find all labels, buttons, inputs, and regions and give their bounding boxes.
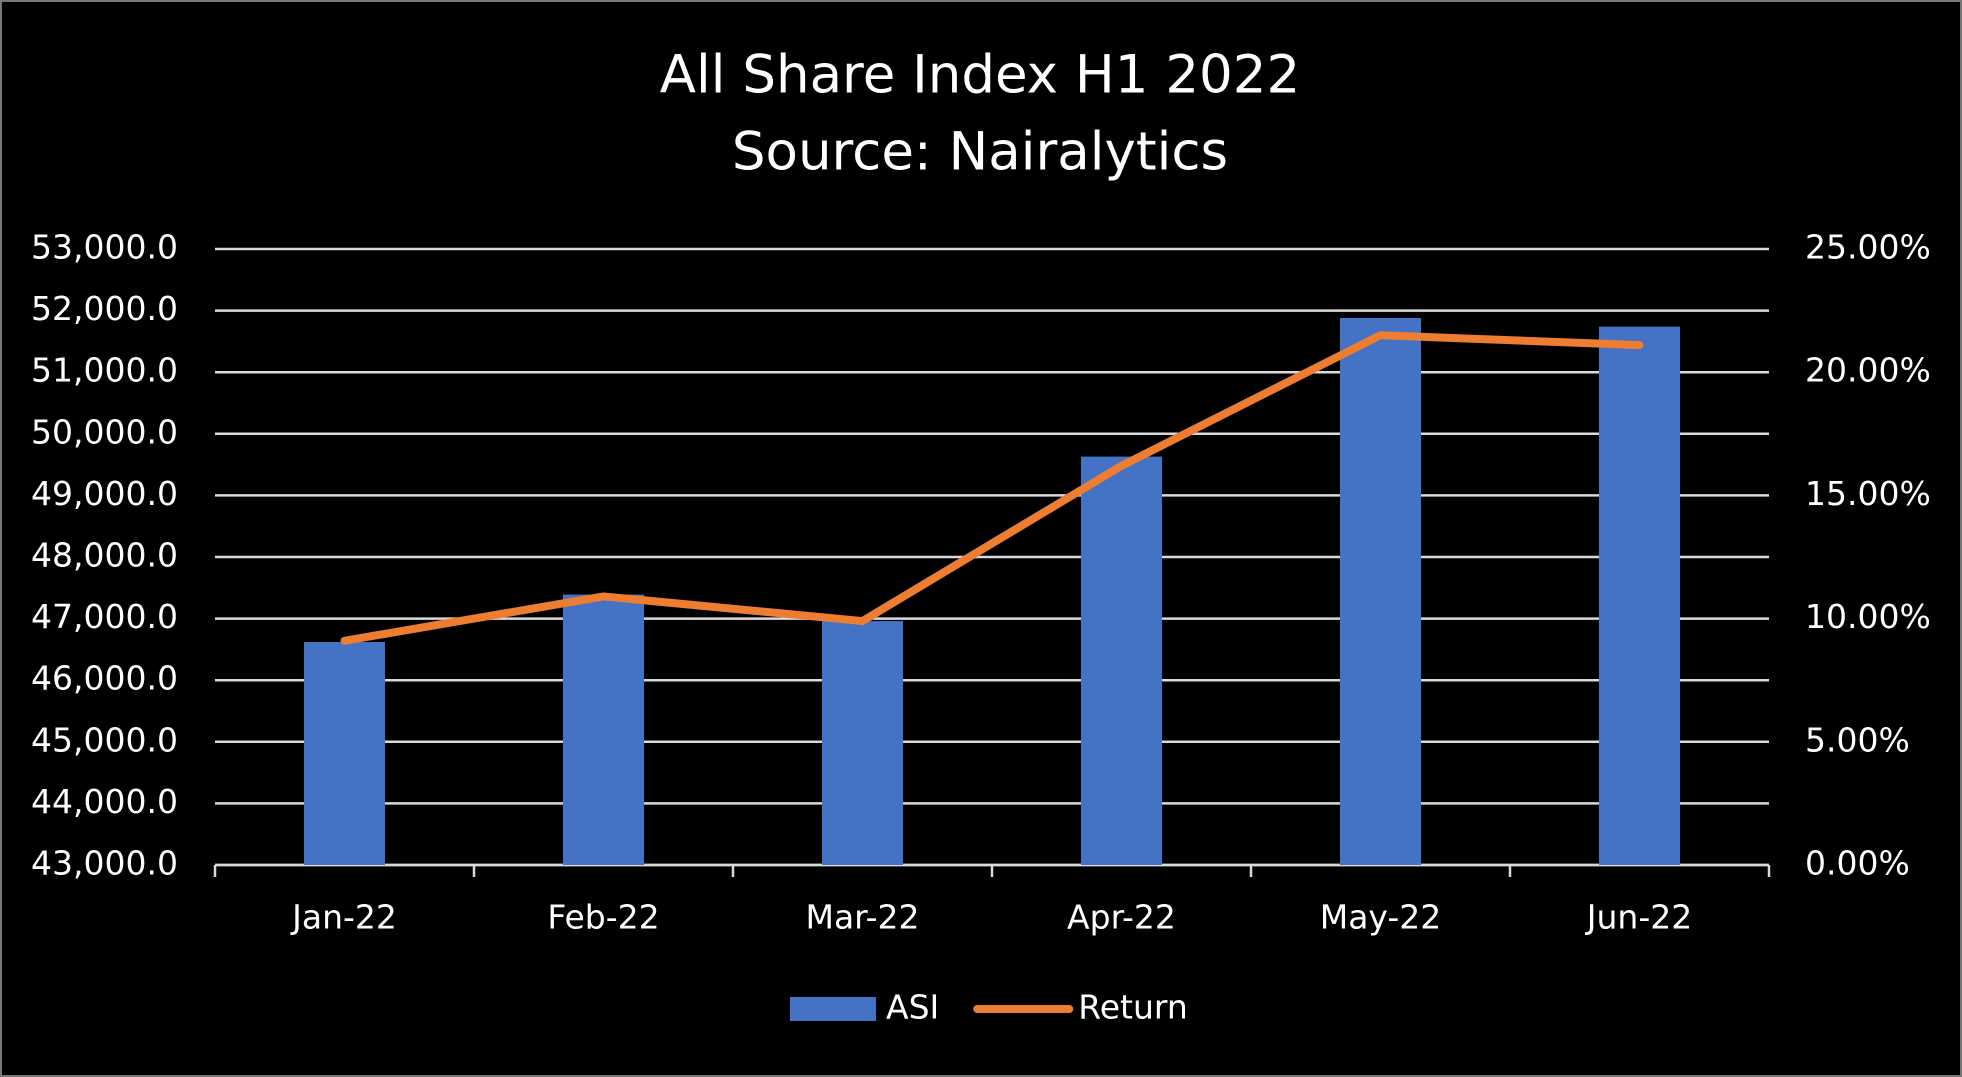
y-tick-label: 48,000.0 — [31, 536, 178, 575]
x-tick-label: Mar-22 — [805, 898, 919, 937]
y-tick-label: 45,000.0 — [31, 720, 178, 759]
y2-tick-label: 0.00% — [1805, 844, 1910, 883]
x-tick-label: Apr-22 — [1067, 898, 1176, 937]
chart-title: All Share Index H1 2022 — [660, 45, 1300, 106]
bar — [1598, 326, 1681, 866]
legend-label: Return — [1078, 988, 1188, 1027]
y-tick-label: 50,000.0 — [31, 412, 178, 451]
y-tick-label: 53,000.0 — [31, 228, 178, 267]
x-tick-label: Jun-22 — [1585, 898, 1692, 937]
y2-tick-label: 25.00% — [1805, 228, 1931, 267]
y2-tick-label: 15.00% — [1805, 474, 1931, 513]
legend-swatch — [790, 997, 876, 1021]
y-tick-label: 51,000.0 — [31, 351, 178, 390]
x-tick-label: May-22 — [1320, 898, 1442, 937]
y-tick-label: 47,000.0 — [31, 597, 178, 636]
y-tick-label: 46,000.0 — [31, 659, 178, 698]
bar — [1339, 317, 1422, 865]
legend-label: ASI — [886, 988, 939, 1027]
x-tick-label: Feb-22 — [547, 898, 659, 937]
y-tick-label: 44,000.0 — [31, 782, 178, 821]
y-tick-label: 43,000.0 — [31, 844, 178, 883]
bar — [303, 642, 386, 865]
y-tick-label: 49,000.0 — [31, 474, 178, 513]
bar — [562, 594, 645, 865]
y2-tick-label: 20.00% — [1805, 351, 1931, 390]
bar — [821, 621, 904, 865]
x-tick-label: Jan-22 — [290, 898, 397, 937]
chart-subtitle: Source: Nairalytics — [732, 122, 1228, 183]
y2-tick-label: 10.00% — [1805, 597, 1931, 636]
bar — [1080, 456, 1163, 865]
line — [340, 331, 1644, 645]
y-tick-label: 52,000.0 — [31, 289, 178, 328]
y2-tick-label: 5.00% — [1805, 720, 1910, 759]
